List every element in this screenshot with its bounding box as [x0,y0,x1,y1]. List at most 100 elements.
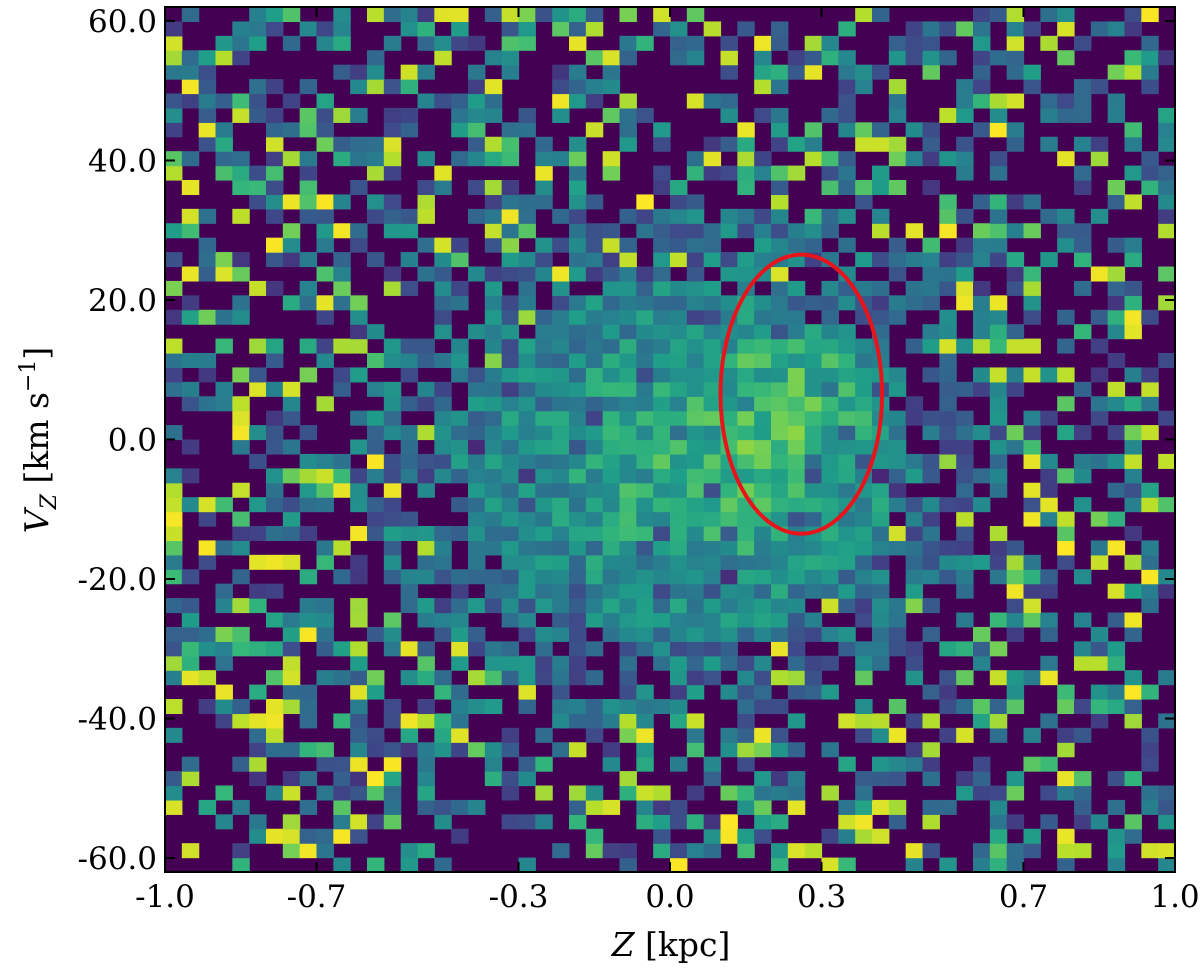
heatmap-cell [636,194,654,210]
heatmap-cell [350,785,368,801]
heatmap-cell [400,7,419,23]
heatmap-cell [670,194,688,210]
heatmap-cell [585,324,604,340]
heatmap-cell [1141,554,1159,570]
y-axis-unit: [km s [17,392,56,494]
heatmap-cell [1124,237,1142,253]
heatmap-cell [703,626,722,642]
heatmap-cell [333,670,351,686]
heatmap-cell [703,598,722,614]
heatmap-cell [956,439,974,455]
heatmap-cell [973,295,991,311]
heatmap-cell [215,93,233,109]
heatmap-cell [165,252,183,268]
heatmap-cell [922,266,940,282]
heatmap-cell [905,151,924,167]
heatmap-cell [838,439,856,455]
heatmap-cell [1124,425,1142,441]
heatmap-cell [670,511,688,527]
heatmap-cell [1074,699,1092,715]
heatmap-cell [821,35,839,51]
heatmap-cell [636,569,654,585]
heatmap-cell [585,468,604,484]
heatmap-cell [552,482,570,498]
heatmap-cell [636,785,654,801]
heatmap-cell [956,583,974,599]
heatmap-cell [1074,785,1092,801]
heatmap-cell [787,742,806,758]
heatmap-cell [1158,107,1176,123]
heatmap-cell [282,151,301,167]
heatmap-cell [282,122,301,138]
heatmap-cell [569,540,587,556]
heatmap-cell [501,21,520,37]
heatmap-cell [518,699,536,715]
heatmap-cell [535,353,553,369]
heatmap-cell [636,338,654,354]
heatmap-cell [518,468,536,484]
heatmap-cell [434,381,452,397]
heatmap-cell [720,626,738,642]
heatmap-cell [636,266,654,282]
heatmap-cell [266,497,284,513]
heatmap-cell [1006,223,1025,239]
heatmap-cell [1141,785,1159,801]
heatmap-cell [771,511,789,527]
heatmap-cell [989,151,1008,167]
heatmap-cell [518,381,536,397]
heatmap-cell [922,324,940,340]
heatmap-cell [569,295,587,311]
heatmap-cell [1107,453,1126,469]
heatmap-cell [333,7,351,23]
heatmap-cell [1141,843,1159,859]
heatmap-cell [872,598,890,614]
heatmap-cell [1023,583,1041,599]
heatmap-cell [468,641,486,657]
heatmap-cell [1023,612,1041,628]
heatmap-cell [804,410,823,426]
heatmap-cell [383,208,402,224]
heatmap-cell [165,64,183,80]
heatmap-cell [754,799,772,815]
heatmap-cell [350,497,368,513]
x-axis-title: Z [kpc] [611,925,731,964]
heatmap-cell [754,151,772,167]
heatmap-cell [316,237,334,253]
heatmap-cell [468,35,486,51]
heatmap-cell [905,857,924,873]
heatmap-cell [518,771,536,787]
heatmap-cell [585,799,604,815]
heatmap-cell [636,410,654,426]
heatmap-cell [771,309,789,325]
heatmap-cell [451,727,469,743]
heatmap-cell [266,785,284,801]
heatmap-cell [501,208,520,224]
heatmap-cell [1090,79,1109,95]
heatmap-cell [282,396,301,412]
heatmap-cell [181,771,200,787]
heatmap-cell [1158,843,1176,859]
heatmap-cell [1074,223,1092,239]
x-tick-label: 1.0 [1150,879,1199,915]
heatmap-cell [299,338,318,354]
heatmap-cell [636,497,654,513]
heatmap-cell [771,785,789,801]
heatmap-cell [939,425,957,441]
heatmap-cell [771,554,789,570]
heatmap-cell [821,410,839,426]
heatmap-cell [838,79,856,95]
heatmap-cell [636,439,654,455]
heatmap-cell [922,21,940,37]
heatmap-cell [602,381,621,397]
heatmap-cell [939,396,957,412]
heatmap-cell [1107,180,1126,196]
heatmap-cell [451,410,469,426]
heatmap-cell [585,7,604,23]
heatmap-cell [905,223,924,239]
heatmap-cell [569,583,587,599]
heatmap-cell [299,194,318,210]
heatmap-cell [1158,180,1176,196]
heatmap-cell [569,7,587,23]
heatmap-cell [989,670,1008,686]
heatmap-cell [922,713,940,729]
